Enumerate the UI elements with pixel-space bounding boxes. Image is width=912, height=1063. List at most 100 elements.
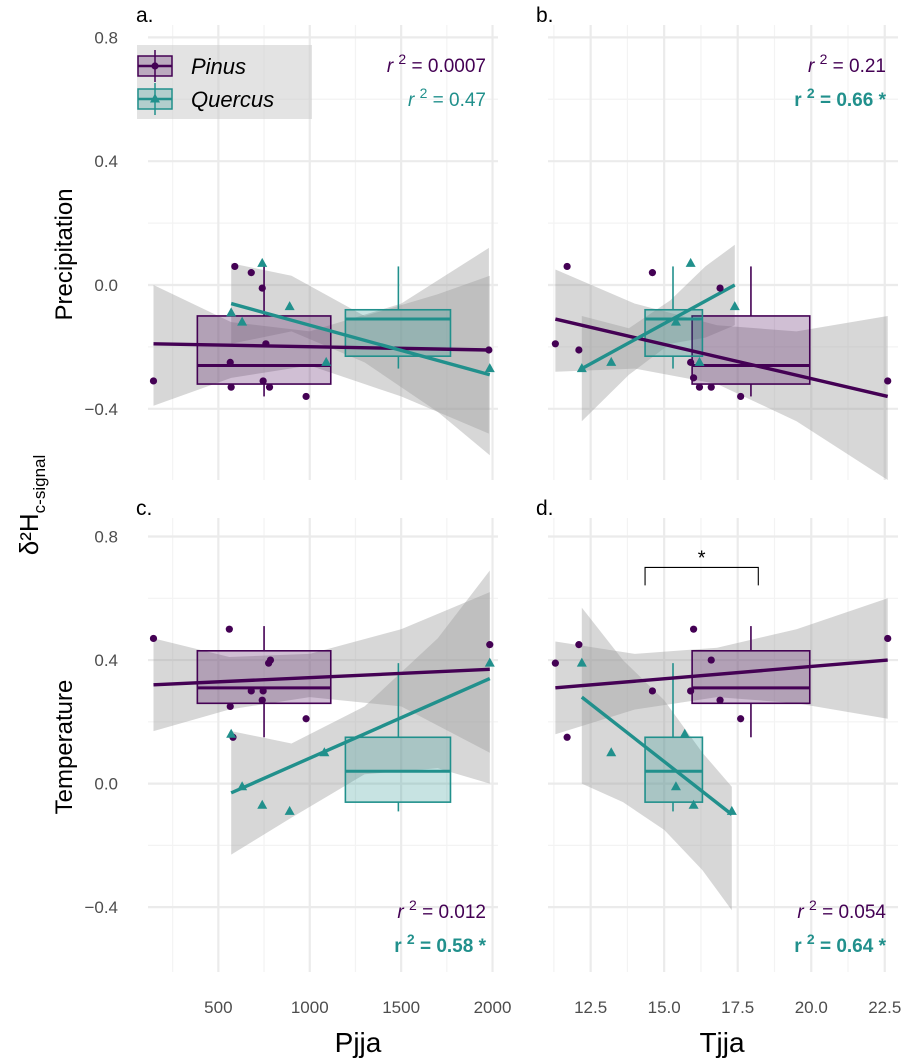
fit-line-quercus — [581, 283, 736, 371]
box-pinus — [196, 315, 332, 385]
fit-line-pinus — [555, 658, 888, 690]
r2-superscript: 2 — [420, 85, 428, 101]
point-pinus — [716, 696, 724, 704]
point-pinus — [563, 262, 571, 271]
point-pinus — [258, 284, 266, 292]
r2-value: = 0.47 — [427, 90, 486, 111]
r2-value: = 0.012 — [417, 902, 486, 923]
point-quercus — [726, 805, 737, 815]
point-pinus — [737, 715, 745, 723]
x-tick-label: 15.0 — [648, 998, 681, 1017]
confidence-band-pinus — [153, 592, 490, 753]
point-pinus — [226, 358, 234, 366]
point-quercus — [679, 728, 690, 738]
point-pinus — [563, 733, 571, 741]
panel-tag: b. — [536, 4, 554, 27]
point-quercus — [694, 356, 705, 366]
r2-symbol: r — [797, 902, 809, 923]
point-pinus — [716, 284, 724, 292]
r2-annotation: r 2 = 0.054 — [797, 897, 886, 923]
point-quercus — [576, 657, 587, 667]
point-quercus — [685, 257, 696, 267]
point-pinus — [695, 383, 704, 391]
point-pinus — [258, 696, 266, 704]
r2-symbol: r — [387, 56, 399, 77]
y-tick-label: 0.4 — [94, 152, 118, 171]
point-pinus — [227, 383, 235, 391]
legend-label: Quercus — [191, 87, 274, 112]
point-quercus — [319, 747, 330, 757]
r2-symbol: r — [394, 936, 407, 957]
point-quercus — [226, 307, 237, 317]
point-pinus — [687, 358, 695, 366]
fit-line-quercus — [230, 301, 491, 377]
point-pinus — [707, 383, 715, 391]
point-pinus — [302, 715, 310, 723]
fit-line-quercus — [580, 695, 733, 816]
point-pinus — [265, 383, 274, 391]
y-tick-label: 0.8 — [94, 528, 118, 547]
point-pinus — [486, 641, 494, 649]
point-pinus — [247, 687, 255, 695]
r2-superscript: 2 — [820, 51, 828, 67]
panel-a: −0.4 0.0 0.4 0.8 Precipitation a. r 2 = 0.0007… — [51, 4, 498, 480]
box-quercus — [344, 736, 452, 803]
r2-superscript: 2 — [809, 897, 817, 913]
point-quercus — [606, 356, 617, 366]
panel-tag: d. — [536, 497, 554, 520]
x-tick-label: 12.5 — [574, 998, 607, 1017]
r2-value: = 0.054 — [817, 902, 887, 923]
legend-key-point — [150, 93, 160, 103]
r2-annotation: r 2 = 0.47 — [408, 85, 486, 111]
r2-symbol: r — [408, 90, 420, 111]
r2-annotation: r 2 = 0.0007 — [387, 51, 486, 77]
confidence-band-pinus — [153, 247, 489, 434]
r2-superscript: 2 — [807, 85, 815, 101]
point-pinus — [689, 374, 698, 382]
panel-c: −0.4 0.0 0.4 0.8 500 1000 1500 2000 Temperature c… — [51, 497, 511, 1017]
r2-symbol: r — [794, 90, 807, 111]
confidence-band-pinus — [555, 269, 888, 480]
point-pinus — [266, 656, 275, 664]
point-pinus — [247, 269, 255, 277]
r2-superscript: 2 — [407, 931, 415, 947]
point-quercus — [576, 363, 587, 373]
y-axis-title: δ²Hc-signal — [14, 455, 49, 556]
y-tick-label: 0.0 — [94, 775, 118, 794]
point-pinus — [551, 340, 559, 348]
legend-label: Pinus — [191, 54, 246, 79]
y-tick-label: 0.8 — [94, 28, 118, 47]
r2-annotation: r 2 = 0.012 — [397, 897, 486, 923]
panel-b: b.r 2 = 0.21r 2 = 0.66 * — [536, 4, 898, 480]
point-pinus — [231, 262, 239, 271]
point-pinus — [884, 377, 892, 385]
point-pinus — [149, 634, 158, 643]
x-tick-label: 2000 — [474, 998, 512, 1017]
y-tick-label: 0.4 — [94, 651, 118, 670]
point-quercus — [226, 728, 237, 738]
point-pinus — [575, 641, 583, 649]
significance-bracket — [644, 566, 759, 586]
r2-superscript: 2 — [398, 51, 406, 67]
y-tick-label: −0.4 — [84, 400, 118, 419]
point-pinus — [648, 687, 657, 695]
y-tick-label: 0.0 — [94, 276, 118, 295]
r2-annotation: r 2 = 0.58 * — [394, 931, 486, 957]
point-pinus — [259, 377, 267, 385]
point-quercus — [257, 799, 268, 809]
point-quercus — [257, 257, 268, 267]
y-tick-label: −0.4 — [84, 898, 118, 917]
x-tick-label: 1500 — [382, 998, 420, 1017]
point-pinus — [737, 392, 745, 401]
point-quercus — [688, 799, 699, 809]
significance-star: * — [698, 547, 706, 569]
x-tick-label: 20.0 — [795, 998, 828, 1017]
point-quercus — [237, 781, 248, 791]
legend-key-point — [151, 62, 159, 70]
point-quercus — [606, 747, 617, 757]
confidence-band-quercus — [231, 263, 490, 456]
r2-annotation: r 2 = 0.64 * — [794, 931, 886, 957]
r2-value: = 0.0007 — [406, 56, 486, 77]
fit-line-pinus — [153, 667, 490, 687]
r2-annotation: r 2 = 0.21 — [808, 51, 886, 77]
